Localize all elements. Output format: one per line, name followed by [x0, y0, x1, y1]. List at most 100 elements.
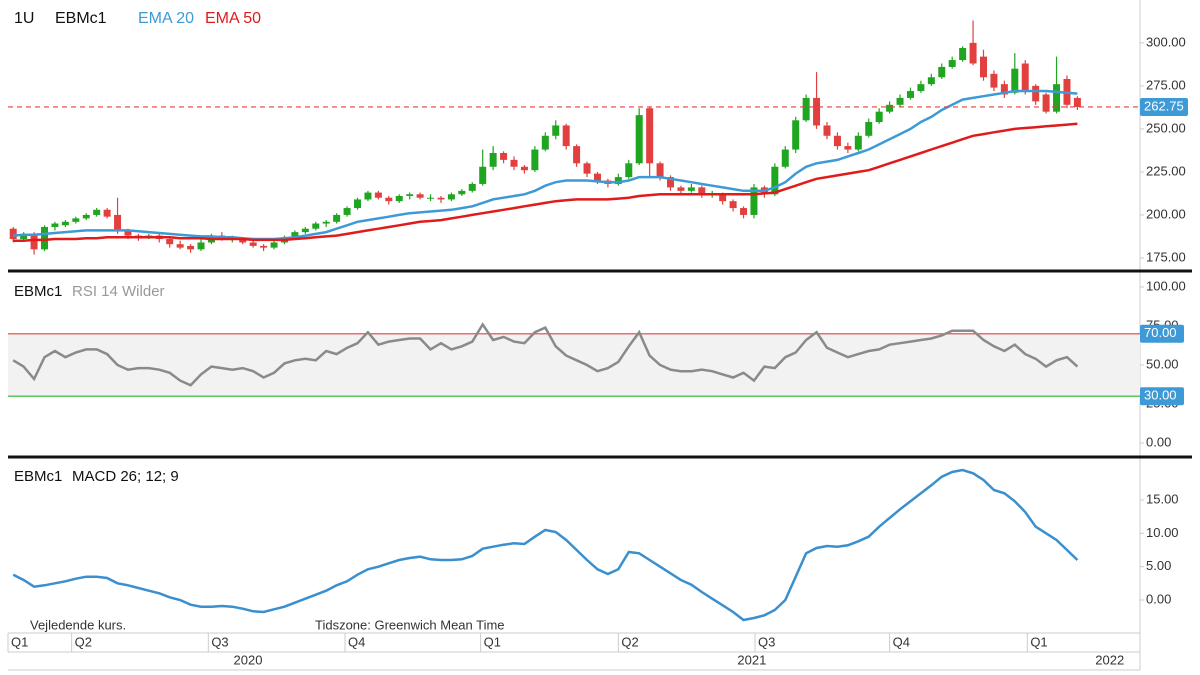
- candle-body: [124, 230, 132, 236]
- candle-body: [833, 135, 841, 147]
- interval: 1U: [14, 10, 34, 27]
- y-tick-label: 275.00: [1146, 77, 1186, 92]
- legend-entry: EMA 50: [205, 10, 261, 27]
- x-tick-label: Q4: [893, 634, 910, 649]
- candle-body: [479, 166, 487, 184]
- plot-layer: 262.75 175.00 200.00 225.00 250.00 275.00 300.…: [7, 20, 1188, 667]
- candle-body: [176, 244, 184, 248]
- x-tick-label: Q3: [758, 634, 775, 649]
- candle-body: [844, 146, 852, 150]
- candle-body: [771, 166, 779, 195]
- instrument: EBMc1: [14, 468, 62, 485]
- candle-body: [1021, 63, 1029, 92]
- candle-body: [740, 208, 748, 215]
- candle-body: [625, 163, 633, 178]
- candle-body: [51, 223, 59, 227]
- level-box: [1140, 387, 1184, 406]
- candle-body: [1011, 68, 1019, 93]
- y-tick-label: 175.00: [1146, 249, 1186, 264]
- year-label: 2021: [737, 652, 766, 667]
- candle-body: [260, 245, 268, 248]
- candle-body: [906, 91, 914, 98]
- candle-body: [354, 199, 362, 209]
- candle-body: [489, 152, 497, 167]
- candle-body: [802, 97, 810, 121]
- candle-body: [510, 159, 518, 167]
- x-tick-label: Q1: [11, 634, 28, 649]
- candle-body: [948, 60, 956, 67]
- candle-body: [990, 73, 998, 88]
- candle-body: [646, 108, 654, 164]
- indicator-line: [12, 468, 1079, 622]
- candle-body: [896, 97, 904, 105]
- candle-body: [520, 166, 528, 171]
- candle-body: [635, 115, 643, 164]
- candle-body: [197, 242, 205, 250]
- candle-body: [687, 187, 695, 191]
- y-tick-label: 5.00: [1146, 558, 1171, 573]
- candle-body: [980, 56, 988, 78]
- candle-body: [698, 187, 706, 195]
- y-tick-label: 100.00: [1146, 278, 1186, 293]
- candle-body: [552, 125, 560, 136]
- last-price-box: [1140, 97, 1188, 116]
- candle-body: [61, 221, 69, 226]
- candle-body: [719, 194, 727, 202]
- candle-body: [593, 173, 601, 181]
- candle-body: [573, 146, 581, 164]
- candle-body: [917, 84, 925, 92]
- candle-body: [312, 223, 320, 229]
- candle-body: [1032, 85, 1040, 102]
- ema-line: [13, 89, 1078, 241]
- candle-body: [886, 104, 894, 112]
- candle-body: [406, 194, 414, 197]
- candle-body: [385, 197, 393, 202]
- candle-body: [969, 42, 977, 64]
- level-label: 30.00: [1144, 388, 1177, 403]
- candle-body: [270, 242, 278, 248]
- candle-body: [667, 177, 675, 188]
- candle-body: [541, 135, 549, 150]
- candle-body: [938, 66, 946, 78]
- level-box: [1140, 324, 1184, 343]
- candle-body: [239, 239, 247, 243]
- candle-body: [166, 239, 174, 245]
- candle-body: [364, 192, 372, 200]
- y-tick-label: 15.00: [1146, 491, 1179, 506]
- candle-body: [583, 163, 591, 174]
- candle-body: [1053, 84, 1061, 112]
- candle-body: [374, 192, 382, 198]
- candle-body: [729, 201, 737, 209]
- x-tick-label: Q1: [1030, 634, 1047, 649]
- candle-body: [959, 48, 967, 61]
- candle-body: [656, 163, 664, 178]
- candle-body: [416, 194, 424, 198]
- x-tick-label: Q1: [484, 634, 501, 649]
- candle-body: [927, 77, 935, 85]
- indicator-title: RSI 14 Wilder: [72, 283, 165, 300]
- candle-body: [1042, 94, 1050, 112]
- candle-body: [291, 232, 299, 238]
- candle-body: [249, 242, 257, 246]
- candle-body: [187, 245, 195, 250]
- x-tick-label: Q2: [621, 634, 638, 649]
- candle-body: [614, 177, 622, 184]
- footer-note: Vejledende kurs.: [30, 617, 126, 632]
- candle-body: [427, 197, 435, 199]
- candle-body: [447, 194, 455, 200]
- candle-body: [1073, 97, 1081, 107]
- candle-body: [562, 125, 570, 147]
- candle-body: [677, 187, 685, 191]
- candle-body: [20, 233, 28, 240]
- instrument: EBMc1: [14, 283, 62, 300]
- candle-body: [458, 190, 466, 195]
- y-tick-label: 0.00: [1146, 434, 1171, 449]
- legend-entry: EMA 20: [138, 10, 194, 27]
- candle-body: [500, 152, 508, 160]
- y-tick-label: 200.00: [1146, 206, 1186, 221]
- candle-body: [322, 221, 330, 224]
- candle-body: [813, 97, 821, 126]
- ema-line: [13, 122, 1078, 242]
- instrument: EBMc1: [55, 10, 107, 27]
